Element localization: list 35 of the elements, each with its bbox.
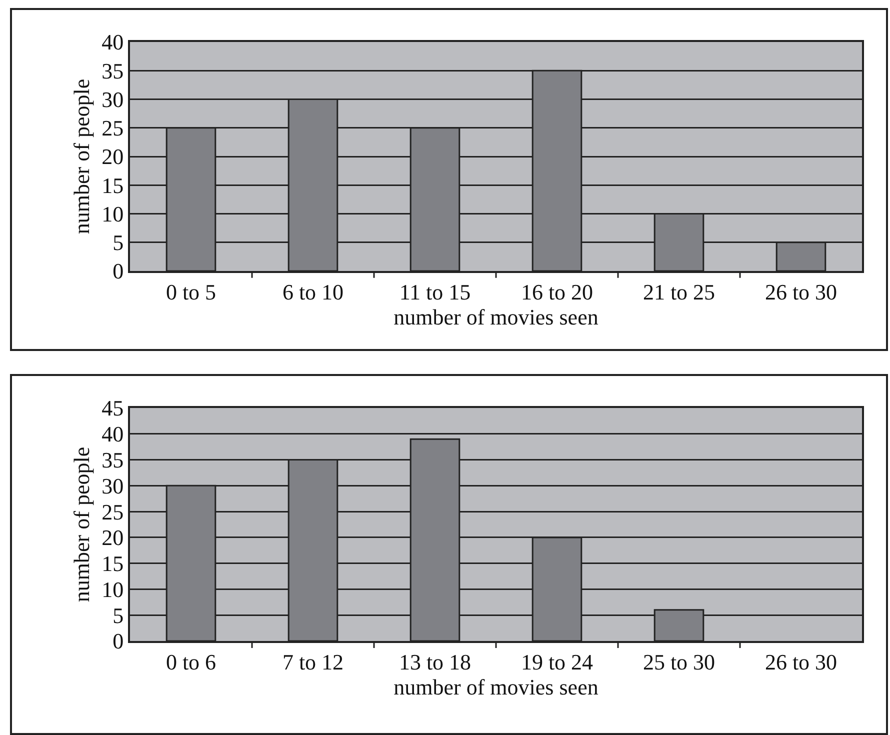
y-tick-label: 15 [102, 551, 124, 576]
x-tick-label: 26 to 30 [764, 649, 838, 674]
y-tick-label: 10 [102, 201, 124, 226]
y-tick-label: 15 [102, 172, 124, 198]
x-tick-label: 13 to 18 [398, 649, 472, 674]
y-tick-label: 20 [102, 144, 124, 170]
y-tick-label: 5 [112, 602, 124, 628]
y-axis-title: number of people [68, 446, 94, 602]
y-tick-label: 30 [102, 86, 124, 112]
x-tick-label: 7 to 12 [282, 649, 344, 674]
y-tick-label: 45 [102, 396, 124, 421]
y-tick-label: 35 [102, 58, 124, 84]
x-tick-label: 0 to 5 [166, 279, 216, 304]
y-tick-label: 35 [102, 447, 124, 472]
x-tick-label: 6 to 10 [282, 279, 344, 304]
x-tick-label: 21 to 25 [642, 279, 716, 304]
x-axis-title: number of movies seen [394, 674, 598, 700]
x-tick-label: 25 to 30 [642, 649, 716, 674]
y-tick-label: 0 [112, 258, 124, 284]
x-tick-label: 16 to 20 [520, 279, 594, 304]
y-tick-label: 5 [112, 230, 124, 256]
y-tick-label: 10 [102, 576, 124, 602]
x-tick-label: 26 to 30 [764, 279, 838, 304]
x-tick-label: 11 to 15 [399, 279, 471, 304]
y-tick-label: 25 [102, 499, 124, 524]
y-tick-label: 25 [102, 116, 124, 141]
y-tick-label: 20 [102, 525, 124, 550]
y-tick-label: 40 [102, 422, 124, 447]
x-tick-label: 19 to 24 [520, 649, 594, 674]
x-tick-label: 0 to 6 [166, 649, 216, 674]
y-tick-label: 0 [112, 628, 124, 654]
y-tick-label: 40 [102, 30, 124, 55]
y-tick-label: 30 [102, 473, 124, 498]
x-axis-title: number of movies seen [394, 304, 598, 330]
y-axis-title: number of people [68, 78, 94, 234]
